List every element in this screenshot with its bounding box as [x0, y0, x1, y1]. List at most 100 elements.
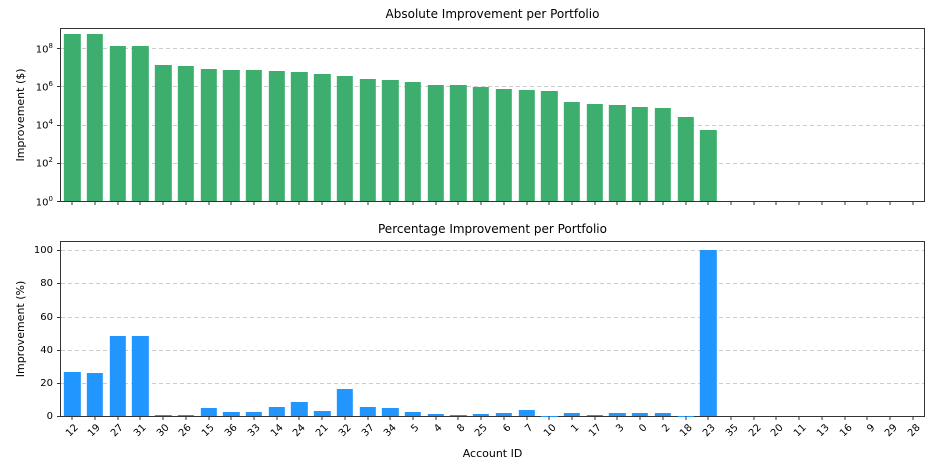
x-tick-mark — [208, 201, 210, 205]
x-tick-mark — [503, 416, 505, 420]
x-tick-label: 32 — [336, 422, 354, 440]
bar-account-2 — [654, 108, 671, 201]
x-tick-label: 37 — [359, 422, 377, 440]
x-tick-mark — [321, 201, 323, 205]
bar-account-36 — [223, 70, 240, 201]
y-tick-label: 60 — [40, 311, 53, 323]
x-tick-mark — [662, 416, 664, 420]
y-tick-label: 106 — [35, 80, 53, 94]
x-tick-mark — [730, 201, 732, 205]
x-tick-mark — [162, 201, 164, 205]
x-tick-label: 26 — [177, 422, 195, 440]
x-tick-mark — [367, 201, 369, 205]
bar-account-1 — [563, 101, 581, 201]
x-tick-mark — [389, 201, 391, 205]
x-tick-label: 17 — [587, 422, 604, 440]
x-tick-label: 10 — [541, 422, 559, 440]
x-tick-mark — [503, 201, 505, 205]
x-tick-mark — [253, 416, 255, 420]
y-axis-label-percentage: Improvement (%) — [14, 280, 27, 378]
x-tick-mark — [457, 416, 459, 420]
x-tick-label: 35 — [723, 422, 741, 440]
x-tick-mark — [526, 416, 528, 420]
x-tick-label: 21 — [314, 422, 331, 440]
x-tick-mark — [412, 416, 414, 420]
x-tick-label: 19 — [86, 422, 104, 440]
bar-account-30 — [155, 65, 172, 201]
x-tick-mark — [480, 416, 482, 420]
x-tick-mark — [230, 201, 232, 205]
x-tick-mark — [548, 416, 550, 420]
x-tick-mark — [162, 416, 164, 420]
gridline — [61, 250, 924, 252]
x-tick-label: 28 — [905, 422, 923, 440]
bar-account-30 — [155, 414, 172, 416]
bar-account-37 — [359, 406, 376, 416]
bar-account-17 — [586, 415, 603, 416]
bar-account-17 — [586, 103, 603, 201]
y-tick-mark — [57, 250, 61, 252]
x-tick-mark — [639, 201, 641, 205]
plot-area: 100 102 104 106 108 — [36, 28, 925, 208]
bar-account-8 — [450, 85, 467, 201]
bar-account-24 — [291, 72, 308, 201]
gridline — [61, 124, 924, 126]
bar-account-27 — [109, 45, 126, 201]
bar-account-21 — [313, 411, 331, 416]
x-tick-mark — [185, 416, 187, 420]
x-tick-label: 23 — [701, 422, 718, 440]
x-tick-mark — [594, 201, 596, 205]
x-tick-mark — [208, 416, 210, 420]
bar-account-26 — [177, 65, 195, 201]
x-tick-label: 24 — [291, 422, 309, 440]
x-tick-mark — [548, 201, 550, 205]
x-tick-mark — [866, 201, 868, 205]
bar-account-15 — [200, 68, 217, 201]
bar-account-12 — [64, 34, 81, 201]
y-tick-mark — [57, 382, 61, 384]
y-tick-label: 0 — [46, 411, 53, 422]
x-tick-mark — [139, 201, 141, 205]
chart-title-absolute: Absolute Improvement per Portfolio — [385, 7, 600, 21]
x-tick-mark — [844, 201, 845, 205]
x-tick-mark — [139, 416, 141, 420]
y-tick-mark — [57, 316, 61, 318]
x-tick-mark — [435, 416, 437, 420]
bar-account-4 — [427, 84, 444, 201]
y-tick-label: 80 — [40, 278, 53, 290]
gridline — [61, 162, 924, 164]
x-tick-mark — [367, 416, 369, 420]
x-tick-mark — [798, 201, 800, 205]
bar-account-2 — [654, 412, 671, 416]
bar-account-14 — [268, 406, 285, 416]
x-tick-mark — [389, 416, 391, 420]
x-tick-mark — [344, 416, 346, 420]
x-tick-label: 30 — [154, 422, 172, 440]
y-tick-label: 20 — [40, 377, 53, 389]
x-tick-label: 18 — [678, 422, 696, 440]
bar-account-1 — [563, 413, 581, 416]
x-tick-mark — [480, 201, 482, 205]
x-tick-mark — [117, 201, 119, 205]
bar-account-25 — [472, 86, 490, 201]
x-tick-label: 6 — [500, 422, 513, 435]
x-tick-label: 20 — [769, 422, 787, 440]
x-tick-label: 4 — [432, 422, 445, 435]
bar-account-5 — [404, 411, 422, 416]
x-tick-mark — [662, 201, 664, 205]
y-tick-mark — [57, 124, 61, 126]
x-tick-mark — [230, 416, 232, 420]
x-tick-mark — [685, 416, 687, 420]
y-tick-mark — [57, 283, 61, 285]
x-tick-mark — [775, 416, 777, 420]
x-tick-mark — [253, 201, 255, 205]
bar-account-24 — [291, 401, 308, 416]
bar-account-6 — [495, 89, 513, 201]
x-tick-label: 36 — [223, 422, 240, 440]
x-tick-label: 5 — [409, 422, 422, 435]
bar-account-32 — [336, 76, 354, 201]
gridline — [61, 382, 924, 384]
chart-absolute: Absolute Improvement per Portfolio Impro… — [0, 0, 937, 220]
gridline — [61, 349, 924, 351]
